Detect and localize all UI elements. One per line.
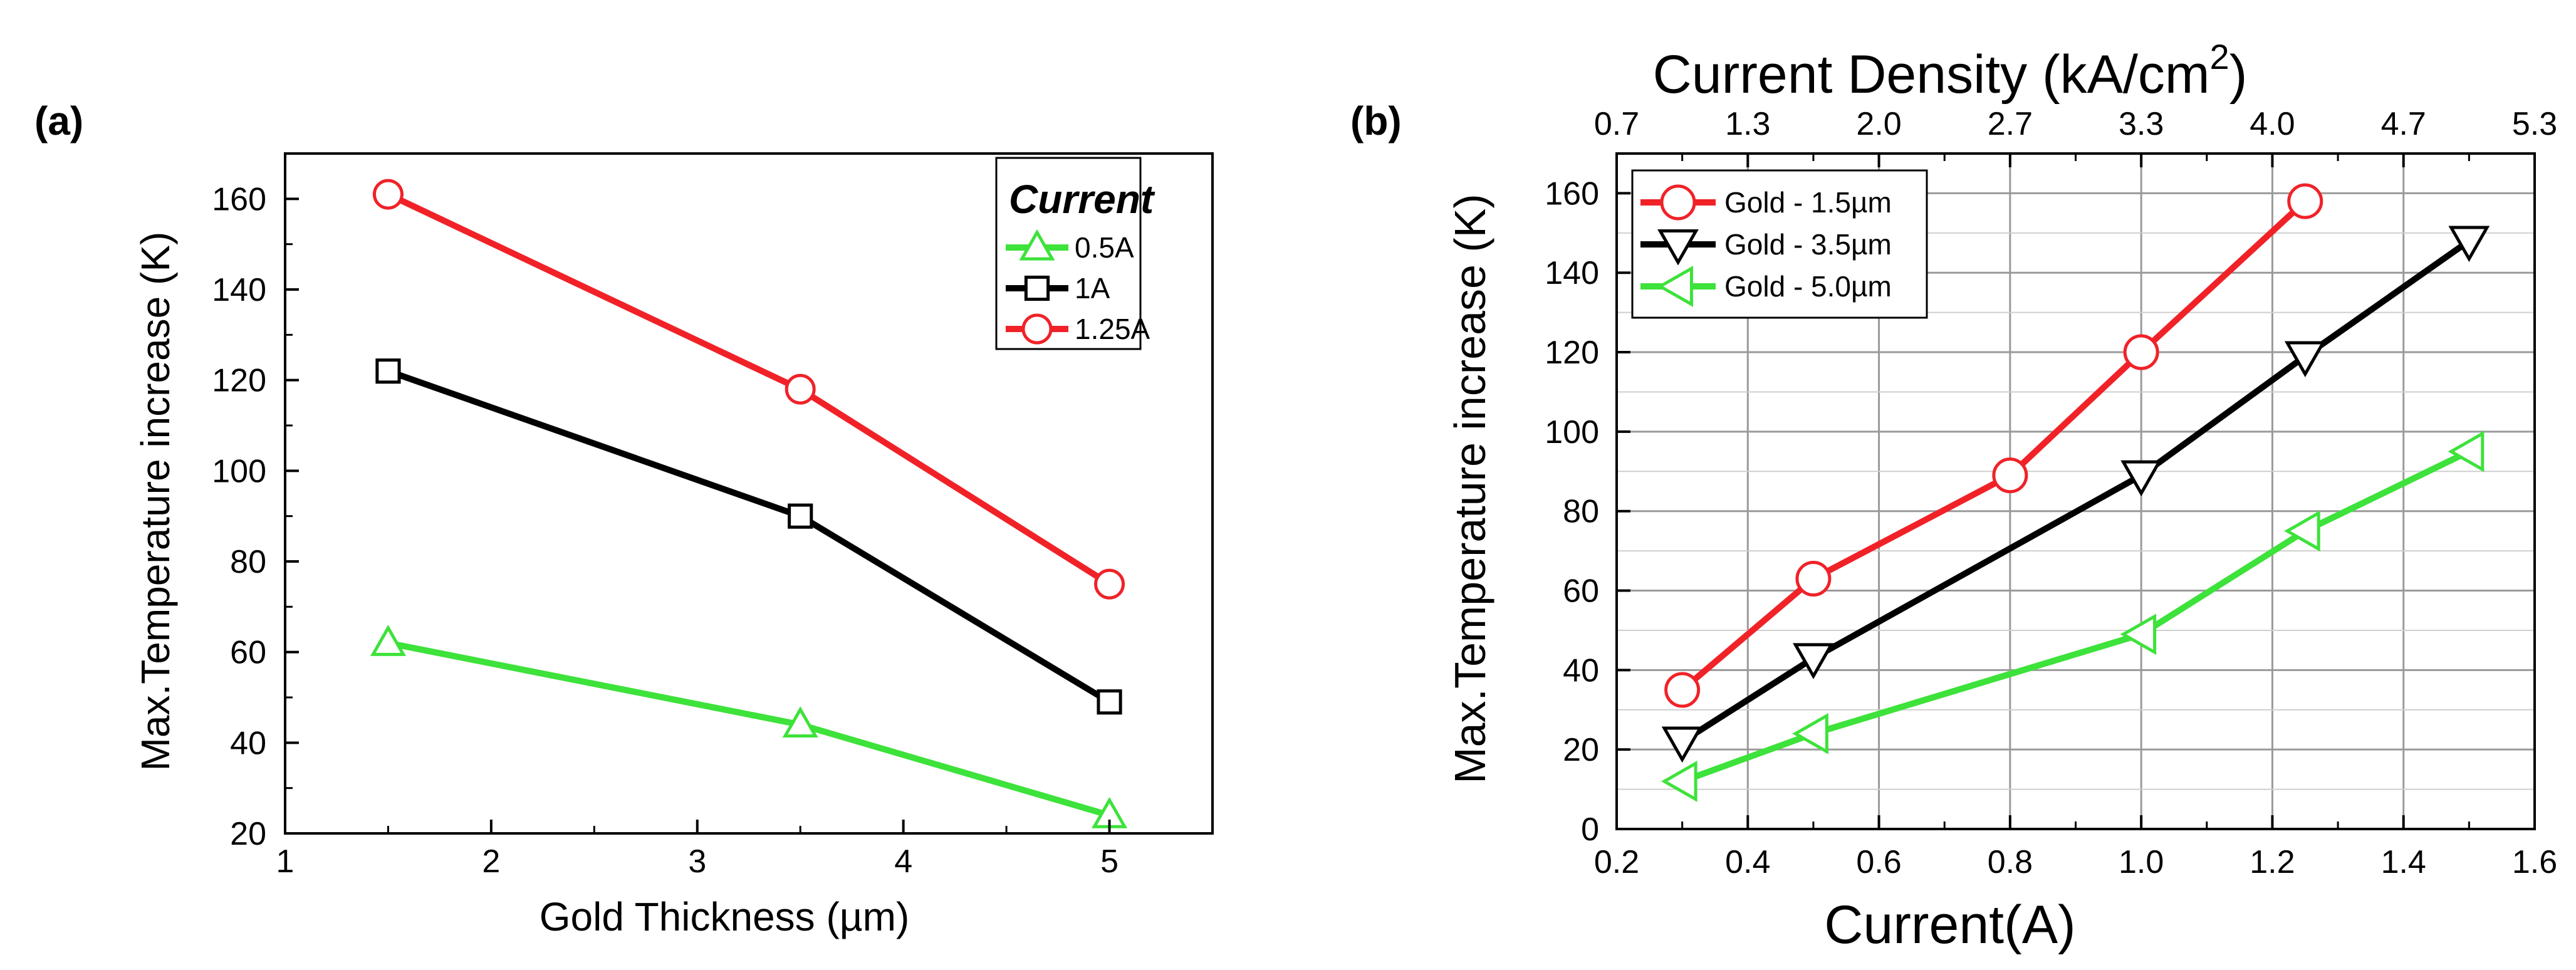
panel-a-x-tick-label: 3 xyxy=(688,843,706,880)
panel-b-x-tick-label: 0.6 xyxy=(1856,844,1901,880)
panel-b-top-tick-label: 2.7 xyxy=(1988,106,2033,142)
panel-a-data-point xyxy=(785,373,816,405)
panel-b-data-point xyxy=(1792,712,1828,754)
panel-b-top-tick-label: 3.3 xyxy=(2119,106,2164,142)
panel-a-y-axis-label: Max.Temperature increase (K) xyxy=(133,232,178,771)
panel-a-x-tick-label: 1 xyxy=(276,843,295,880)
panel-b-top-tick-label: 5.3 xyxy=(2512,106,2557,142)
panel-b-data-point xyxy=(2448,430,2485,472)
panel-b-data-point xyxy=(1661,726,1703,763)
panel-a-y-tick-label: 160 xyxy=(212,181,266,217)
panel-b-data-point xyxy=(2123,334,2159,370)
panel-b-data-point xyxy=(1793,643,1834,679)
panel-b-data-point xyxy=(2120,613,2157,655)
panel-a-legend: Current 0.5A 1A 1.25A xyxy=(995,157,1155,350)
panel-b-x-tick-label: 1.4 xyxy=(2381,844,2426,880)
panel-a-data-point xyxy=(375,358,401,384)
panel-b-y-tick-label: 0 xyxy=(1581,811,1599,848)
panel-a-plot-frame xyxy=(284,152,1214,835)
panel-b-x-axis-label: Current(A) xyxy=(1824,895,2075,955)
panel-b-data-point xyxy=(2284,510,2320,552)
panel-a-data-point xyxy=(1094,568,1125,600)
panel-a-legend-label: 0.5A xyxy=(1075,231,1134,264)
panel-b-legend-marker xyxy=(1657,266,1693,307)
panel-a-data-point xyxy=(372,179,404,210)
panel-a-x-tick-label: 2 xyxy=(482,843,500,880)
panel-b-top-axis-label-sup: 2 xyxy=(2210,37,2229,76)
panel-a-x-tick-label: 4 xyxy=(894,843,912,880)
panel-b-legend-label: Gold - 1.5µm xyxy=(1724,186,1892,219)
panel-a-markers xyxy=(370,179,1128,828)
panel-b-top-tick-label: 0.7 xyxy=(1594,106,1639,142)
panel-b-data-point xyxy=(2448,226,2490,263)
panel-b-x-tick-label: 0.8 xyxy=(1988,844,2033,880)
panel-b-y-tick-label: 20 xyxy=(1563,732,1599,768)
panel-b-x-tick-label: 0.2 xyxy=(1594,844,1639,880)
panel-a-legend-title: Current xyxy=(1009,177,1155,222)
panel-a-legend-box xyxy=(995,157,1142,350)
panel-a-data-point xyxy=(370,624,406,656)
panel-b-legend-label: Gold - 5.0µm xyxy=(1724,270,1892,303)
panel-b-y-tick-label: 60 xyxy=(1563,573,1599,610)
panel-a-y-tick-label: 100 xyxy=(212,453,266,489)
panel-a-y-tick-label: 60 xyxy=(230,635,266,671)
panel-a-legend-label: 1.25A xyxy=(1075,313,1150,345)
panel-b-top-axis-label-end: ) xyxy=(2229,44,2248,105)
panel-a-series-line-1 xyxy=(387,368,1112,705)
panel-a-label: (a) xyxy=(34,98,83,143)
panel-b-y-tick-label: 120 xyxy=(1545,335,1599,371)
panel-a-y-tick-label: 80 xyxy=(230,544,266,580)
panel-a-data-point xyxy=(782,706,818,738)
panel-b-data-point xyxy=(1992,457,2028,494)
panel-b-x-tick-label: 1.0 xyxy=(2119,844,2164,880)
panel-b-legend: Gold - 1.5µm Gold - 3.5µm Gold - 5.0µm xyxy=(1631,169,1928,319)
panel-b-x-tick-label: 1.2 xyxy=(2250,844,2295,880)
panel-a-legend-items: 0.5A 1A 1.25A xyxy=(1006,229,1150,345)
panel-a-x-tick-label: 5 xyxy=(1100,843,1119,880)
panel-a-legend-marker xyxy=(1021,313,1053,345)
panel-b-label: (b) xyxy=(1350,98,1402,143)
panel-b-top-tick-label: 1.3 xyxy=(1725,106,1770,142)
panel-a-x-axis-label: Gold Thickness (µm) xyxy=(540,894,910,939)
panel-a-ticks: 1 2 3 4 5 20 40 60 80 100 120 140 160 xyxy=(212,181,1119,880)
panel-b-data-point xyxy=(2287,183,2323,219)
panel-b-x-tick-label: 1.6 xyxy=(2512,844,2557,880)
panel-a-y-tick-label: 40 xyxy=(230,725,266,761)
panel-a-y-tick-label: 140 xyxy=(212,272,266,308)
panel-b-legend-label: Gold - 3.5µm xyxy=(1724,228,1892,261)
panel-a-data-point xyxy=(1097,689,1122,715)
panel-b-y-tick-label: 140 xyxy=(1545,255,1599,291)
panel-b-data-point xyxy=(1795,561,1832,597)
panel-b-legend-marker xyxy=(1660,184,1696,221)
panel-b-top-axis-label: Current Density (kA/cm2) xyxy=(1653,37,2248,105)
panel-a-data-point xyxy=(788,503,813,529)
panel-a-y-tick-label: 20 xyxy=(230,816,266,852)
panel-b-y-axis-label: Max.Temperature increase (K) xyxy=(1446,194,1494,783)
panel-b-y-tick-label: 160 xyxy=(1545,175,1599,212)
panel-b-top-tick-label: 4.0 xyxy=(2250,106,2295,142)
panel-b-top-axis-label-main: Current Density (kA/cm xyxy=(1653,44,2210,105)
panel-b-legend-items: Gold - 1.5µm Gold - 3.5µm Gold - 5.0µm xyxy=(1640,184,1892,307)
panel-b-top-tick-label: 2.0 xyxy=(1856,106,1901,142)
panel-b-data-point xyxy=(2120,460,2162,497)
panel-b-data-point xyxy=(2284,341,2326,378)
panel-b-ticks: 0.2 0.7 0.4 1.3 0.6 2.0 0.8 2.7 1.0 3.3 1.2 4.0 1.4 4… xyxy=(1545,106,2557,880)
panel-b-y-tick-label: 80 xyxy=(1563,494,1599,530)
panel-a: (a) 1 2 3 4 5 20 40 60 80 100 120 140 160 Gold Thick… xyxy=(34,98,1214,939)
panel-a-y-tick-label: 120 xyxy=(212,363,266,399)
panel-b-x-tick-label: 0.4 xyxy=(1725,844,1770,880)
panel-b-legend-marker xyxy=(1657,229,1699,266)
panel-a-series-line-0 xyxy=(387,640,1110,818)
panel-a-legend-label: 1A xyxy=(1075,272,1110,305)
panel-b-data-point xyxy=(1661,760,1697,802)
panel-a-legend-marker xyxy=(1019,229,1055,261)
panel-b-data-point xyxy=(1664,672,1701,708)
panel-a-legend-marker xyxy=(1024,275,1050,301)
panel-b-markers xyxy=(1661,183,2490,802)
panel-b-y-tick-label: 40 xyxy=(1563,652,1599,689)
panel-b: (b) 0.2 0.7 0.4 1.3 0.6 2.0 0.8 2.7 1.0 3.3 1.2 4.0… xyxy=(1350,37,2557,955)
panel-b-top-tick-label: 4.7 xyxy=(2381,106,2426,142)
panel-b-y-tick-label: 100 xyxy=(1545,414,1599,451)
